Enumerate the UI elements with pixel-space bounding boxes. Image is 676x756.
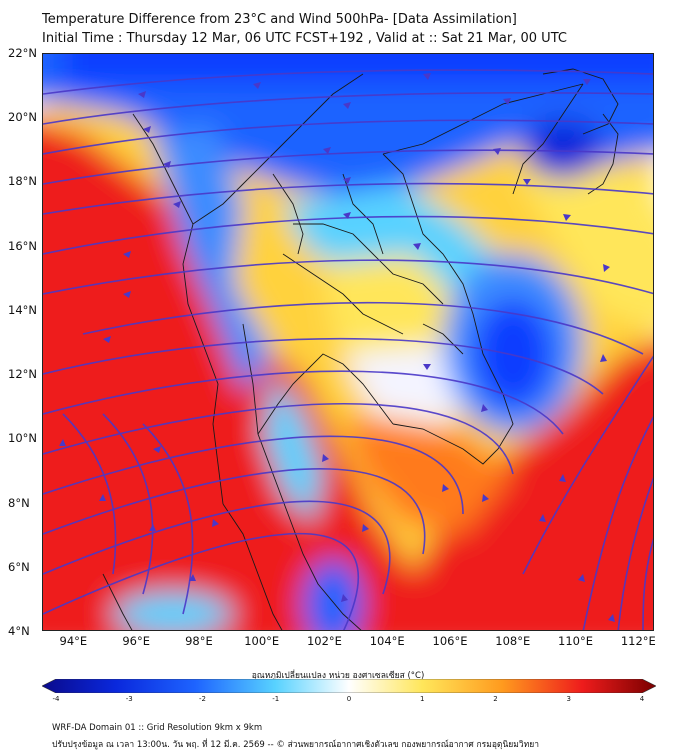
latitude-label: 22°N <box>8 46 37 60</box>
latitude-label: 6°N <box>8 559 30 574</box>
coastlines <box>102 68 619 630</box>
wind-arrows <box>59 73 615 622</box>
footer-credit: ปรับปรุงข้อมูล ณ เวลา 13:00น. วัน พฤ. ที… <box>52 740 539 750</box>
longitude-label: 112°E <box>620 634 656 648</box>
longitude-label: 98°E <box>185 634 213 648</box>
colorbar-tick-label: 2 <box>493 695 498 703</box>
longitude-label: 106°E <box>432 634 468 648</box>
longitude-label: 104°E <box>369 634 405 648</box>
latitude-label: 12°N <box>8 367 37 382</box>
colorbar-tick-label: 4 <box>639 695 645 703</box>
map-title: Temperature Difference from 23°C and Win… <box>42 12 517 27</box>
wind-streamlines <box>43 69 653 630</box>
longitude-label: 100°E <box>244 634 280 648</box>
latitude-label: 4°N <box>8 624 30 638</box>
colorbar-tick-label: 3 <box>566 695 571 703</box>
colorbar <box>42 679 656 693</box>
colorbar-tick-label: -3 <box>125 695 133 703</box>
colorbar-tick-label: -2 <box>199 695 206 703</box>
colorbar-tick-label: 0 <box>346 695 352 703</box>
latitude-label: 16°N <box>8 238 37 253</box>
longitude-label: 108°E <box>495 634 531 648</box>
colorbar-tick-label: -4 <box>52 695 60 703</box>
longitude-label: 102°E <box>306 634 342 648</box>
longitude-label: 96°E <box>122 634 150 648</box>
longitude-label: 110°E <box>558 634 594 648</box>
latitude-label: 8°N <box>8 495 30 510</box>
temperature-wind-map <box>42 53 654 631</box>
map-subtitle: Initial Time : Thursday 12 Mar, 06 UTC F… <box>42 31 567 46</box>
longitude-label: 94°E <box>59 634 88 648</box>
latitude-label: 14°N <box>8 302 37 317</box>
latitude-label: 10°N <box>8 431 37 446</box>
colorbar-title: อุณหภูมิเปลี่ยนแปลง หน่วย องศาเซลเซียส (… <box>251 671 425 681</box>
colorbar-tick-label: -1 <box>272 695 280 703</box>
temperature-field <box>43 54 653 630</box>
latitude-label: 18°N <box>8 174 37 189</box>
footer-model-info: WRF-DA Domain 01 :: Grid Resolution 9km … <box>52 723 263 733</box>
latitude-label: 20°N <box>8 110 37 125</box>
colorbar-tick-label: 1 <box>420 695 425 703</box>
